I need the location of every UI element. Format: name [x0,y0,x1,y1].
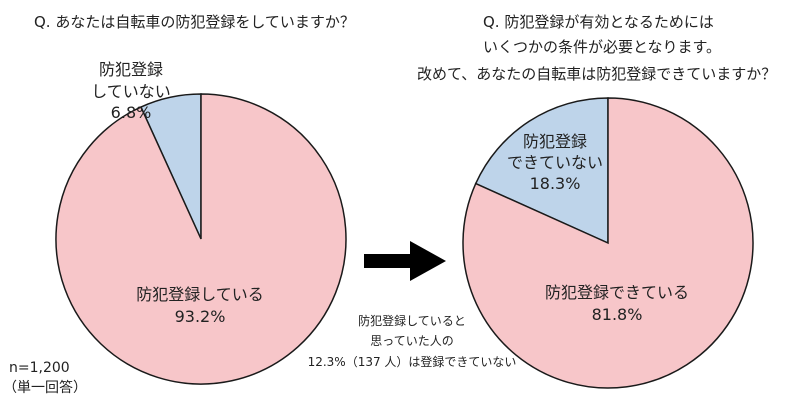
answer-type-label: （単一回答） [3,379,87,396]
annotation-line-2: 思っていた人の [370,334,453,348]
left-pie-slice-registered [55,93,347,385]
left-pie-chart [55,93,347,385]
right-main-value-label: 81.8% [592,305,643,324]
right-chart-title-line-3: 改めて、あなたの自転車は防犯登録できていますか？ [417,65,776,83]
right-chart-title-line-2: いくつかの条件が必要となります。 [483,38,721,56]
right-chart-title-line-1: Q. 防犯登録が有効となるためには [483,13,714,31]
left-minor-label-line-1: 防犯登録 [99,60,163,79]
right-minor-label-line-1: 防犯登録 [523,132,587,151]
left-minor-label-line-2: していない [91,82,171,101]
left-minor-value-label: 6.8% [111,103,152,122]
left-chart-title: Q. あなたは自転車の防犯登録をしていますか？ [34,13,355,31]
right-pie-slice-registered-correctly [462,97,754,389]
right-minor-label-line-2: できていない [507,153,603,172]
right-minor-value-label: 18.3% [530,174,581,193]
arrow-right [364,241,446,281]
sample-size-label: n=1,200 [9,360,70,376]
annotation-line-3: 12.3%（137 人）は登録できていない [308,354,517,369]
left-main-value-label: 93.2% [175,307,226,326]
left-main-label: 防犯登録している [136,285,264,304]
annotation-line-1: 防犯登録していると [358,313,466,328]
right-pie-chart [462,97,754,389]
right-main-label: 防犯登録できている [545,283,689,302]
right-pie-slice-not-registered-correctly [474,97,609,245]
